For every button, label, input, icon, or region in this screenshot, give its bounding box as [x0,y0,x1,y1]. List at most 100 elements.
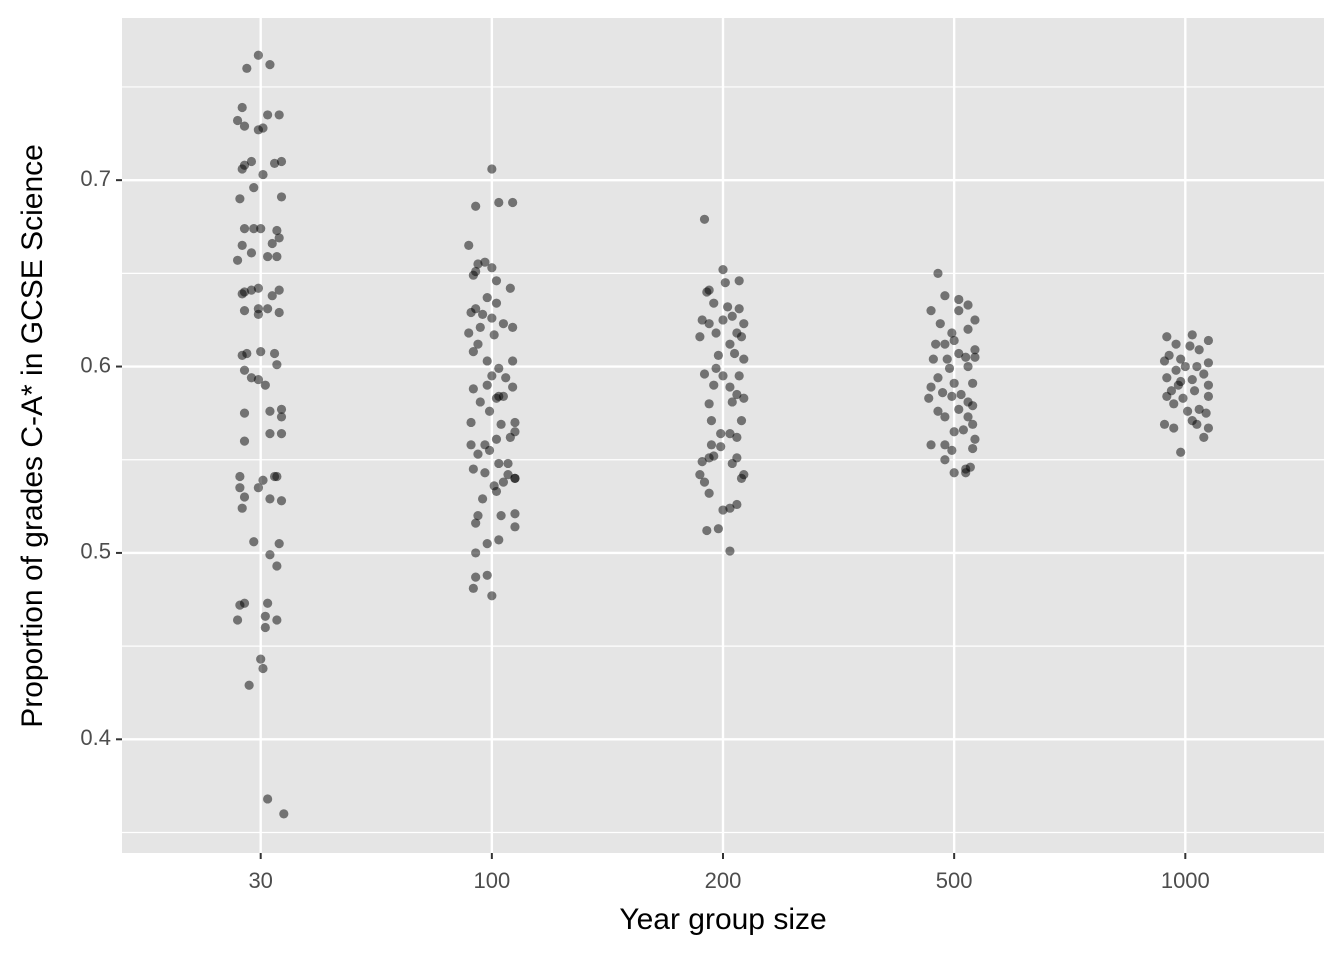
x-tick-label: 1000 [1161,868,1210,893]
point [487,313,497,323]
point [246,248,257,258]
point [718,315,728,325]
point [508,197,518,208]
point [475,397,485,407]
point [942,354,952,364]
point [926,306,936,316]
point [1178,393,1188,403]
point [246,285,257,295]
x-tick-label: 100 [473,868,510,893]
point [466,440,476,450]
point [949,468,959,478]
point [1203,335,1214,346]
x-tick-label: 500 [936,868,973,893]
point [235,600,245,610]
point [947,445,957,456]
point [968,443,978,454]
point [239,160,250,170]
point [468,583,478,593]
point [699,214,710,224]
point [274,285,284,295]
point [468,270,478,280]
point [260,611,270,621]
point [949,335,959,346]
point [718,371,728,381]
point [1159,419,1170,429]
y-axis-title: Proportion of grades C-A* in GCSE Scienc… [16,144,49,728]
point [963,324,973,334]
point [265,550,275,560]
point [720,278,730,288]
point [494,458,504,469]
point [239,306,250,316]
point [491,434,502,444]
point [276,496,287,506]
point [263,304,273,314]
point [487,371,497,381]
point [276,412,287,422]
point [239,121,250,131]
point [237,289,247,299]
point [505,283,515,293]
point [232,615,243,625]
point [482,356,492,366]
point [924,393,934,403]
point [249,183,259,193]
point [246,156,257,167]
point [253,50,263,60]
point [954,348,964,359]
point [734,304,744,314]
point [697,315,707,325]
point [940,291,950,301]
point [274,110,284,120]
point [272,561,282,571]
point [274,233,284,243]
point [729,348,740,359]
point [1180,361,1190,372]
point [697,456,707,467]
point [940,412,950,422]
point [253,483,263,493]
point [471,572,481,582]
point [482,380,492,390]
point [260,622,270,633]
point [1185,341,1195,351]
point [968,419,978,429]
point [269,158,280,168]
point [232,115,243,126]
y-tick-label: 0.5 [80,539,111,564]
point [235,471,245,482]
point [276,429,287,439]
point [468,464,478,474]
point [239,224,250,234]
point [718,265,728,275]
point [704,399,714,409]
point [699,369,710,379]
point [954,404,964,415]
point [968,378,978,388]
point [487,591,497,601]
point [1194,404,1204,415]
point [709,380,719,390]
point [498,391,509,401]
point [265,494,275,504]
point [727,311,737,321]
point [711,363,721,374]
point [468,347,478,357]
point [736,332,747,342]
point [482,570,492,580]
point [503,470,513,480]
point [487,164,497,174]
point [258,663,268,674]
point [1189,386,1200,396]
point [947,328,957,338]
point [494,535,504,545]
point [706,440,717,450]
point [478,309,488,319]
point [508,382,518,392]
point [239,436,250,446]
point [237,240,247,250]
point [928,354,938,364]
point [239,365,250,375]
